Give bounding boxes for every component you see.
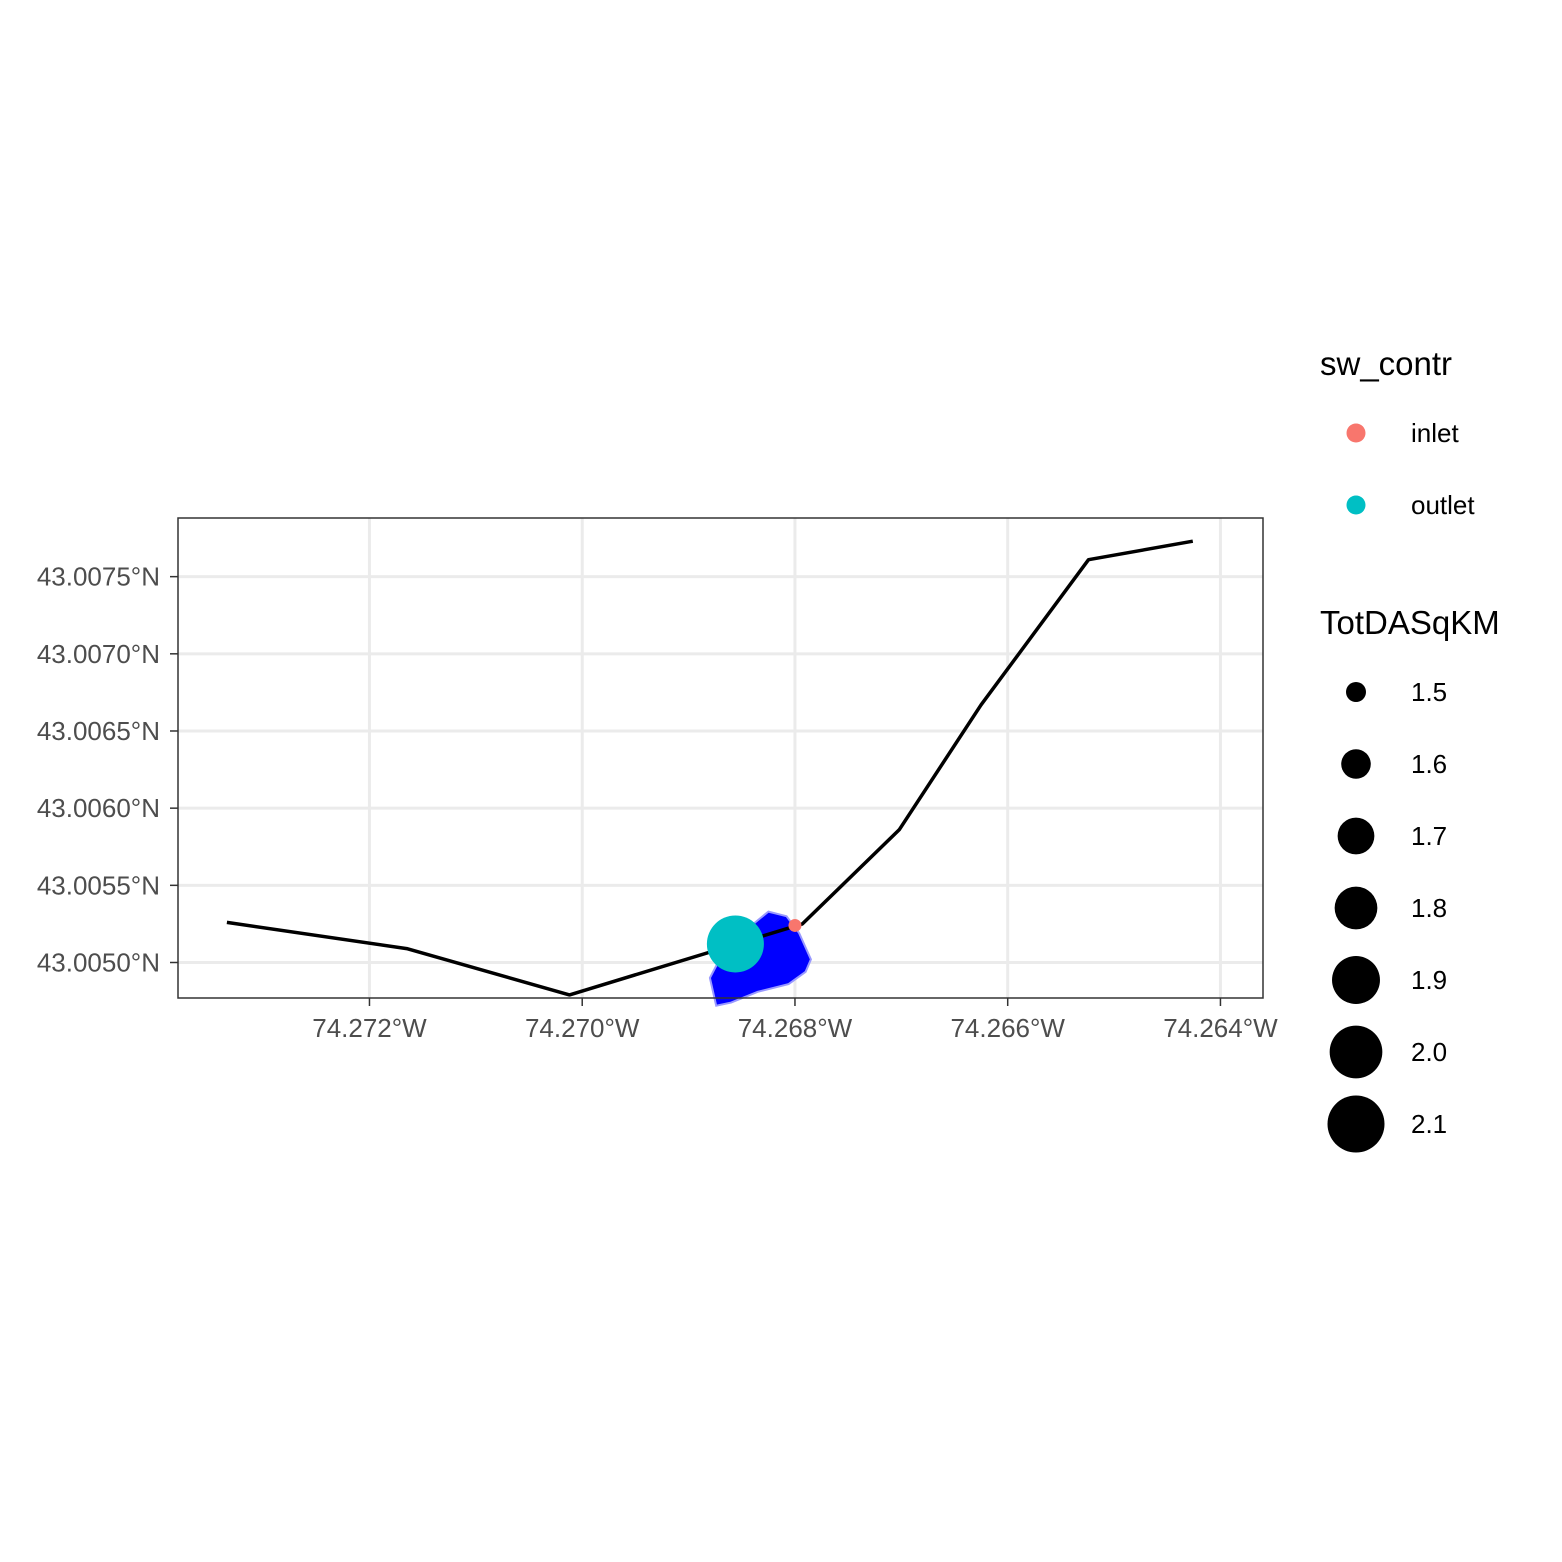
legend-label-2.0: 2.0 (1411, 1037, 1447, 1067)
outlet-point (706, 915, 764, 973)
legend-key-1.9 (1332, 956, 1380, 1004)
inlet-point (788, 918, 802, 932)
catchment-layer (708, 910, 812, 1007)
flowline-layer (226, 539, 1194, 997)
x-tick-label: 74.264°W (1163, 1013, 1278, 1043)
legend-title-sw_contr: sw_contr (1320, 345, 1452, 382)
legend-label-1.6: 1.6 (1411, 749, 1447, 779)
legend-title-totdasqkm: TotDASqKM (1320, 604, 1500, 641)
legend-key-2.0 (1329, 1025, 1383, 1079)
panel-background (178, 518, 1263, 998)
y-tick-label: 43.0060°N (37, 793, 160, 823)
legend-key-1.7 (1337, 817, 1375, 855)
x-tick-label: 74.266°W (950, 1013, 1065, 1043)
flowline (226, 539, 1194, 997)
legend-key-outlet (1346, 495, 1366, 515)
legend-label-2.1: 2.1 (1411, 1109, 1447, 1139)
x-tick-label: 74.270°W (525, 1013, 640, 1043)
legend-label-1.8: 1.8 (1411, 893, 1447, 923)
x-tick-label: 74.268°W (738, 1013, 853, 1043)
legend-label-1.9: 1.9 (1411, 965, 1447, 995)
gridlines (178, 518, 1263, 998)
legend-key-2.1 (1327, 1095, 1385, 1153)
map-panel (177, 517, 1264, 1007)
legend-key-1.5 (1346, 682, 1366, 702)
x-axis: 74.272°W 74.270°W 74.268°W 74.266°W 74.264°W (312, 998, 1278, 1043)
x-tick-label: 74.272°W (312, 1013, 427, 1043)
legend-label-inlet: inlet (1411, 418, 1459, 448)
y-tick-label: 43.0050°N (37, 948, 160, 978)
y-tick-label: 43.0055°N (37, 870, 160, 900)
legend-key-1.6 (1341, 749, 1371, 779)
legend-label-1.7: 1.7 (1411, 821, 1447, 851)
legend-label-1.5: 1.5 (1411, 677, 1447, 707)
panel-border (177, 517, 1264, 999)
legend-label-outlet: outlet (1411, 490, 1475, 520)
catchment-polygon (708, 910, 812, 1007)
legend-key-inlet (1346, 423, 1366, 443)
y-tick-label: 43.0065°N (37, 716, 160, 746)
legend-key-1.8 (1334, 886, 1378, 930)
y-tick-label: 43.0070°N (37, 639, 160, 669)
points-layer (706, 915, 802, 973)
y-tick-label: 43.0075°N (37, 562, 160, 592)
y-axis: 43.0050°N 43.0055°N 43.0060°N 43.0065°N 43.0… (37, 562, 178, 978)
